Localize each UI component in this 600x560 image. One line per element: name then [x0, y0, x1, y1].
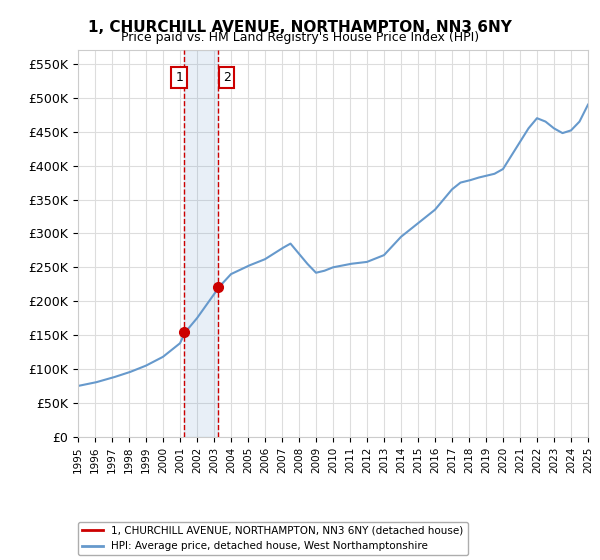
Text: Price paid vs. HM Land Registry's House Price Index (HPI): Price paid vs. HM Land Registry's House …: [121, 31, 479, 44]
Text: 1: 1: [175, 71, 183, 84]
Text: 2: 2: [223, 71, 230, 84]
Bar: [184, 50, 218, 437]
Text: 1, CHURCHILL AVENUE, NORTHAMPTON, NN3 6NY: 1, CHURCHILL AVENUE, NORTHAMPTON, NN3 6N…: [88, 20, 512, 35]
Legend: 1, CHURCHILL AVENUE, NORTHAMPTON, NN3 6NY (detached house), HPI: Average price, : 1, CHURCHILL AVENUE, NORTHAMPTON, NN3 6N…: [78, 522, 468, 556]
